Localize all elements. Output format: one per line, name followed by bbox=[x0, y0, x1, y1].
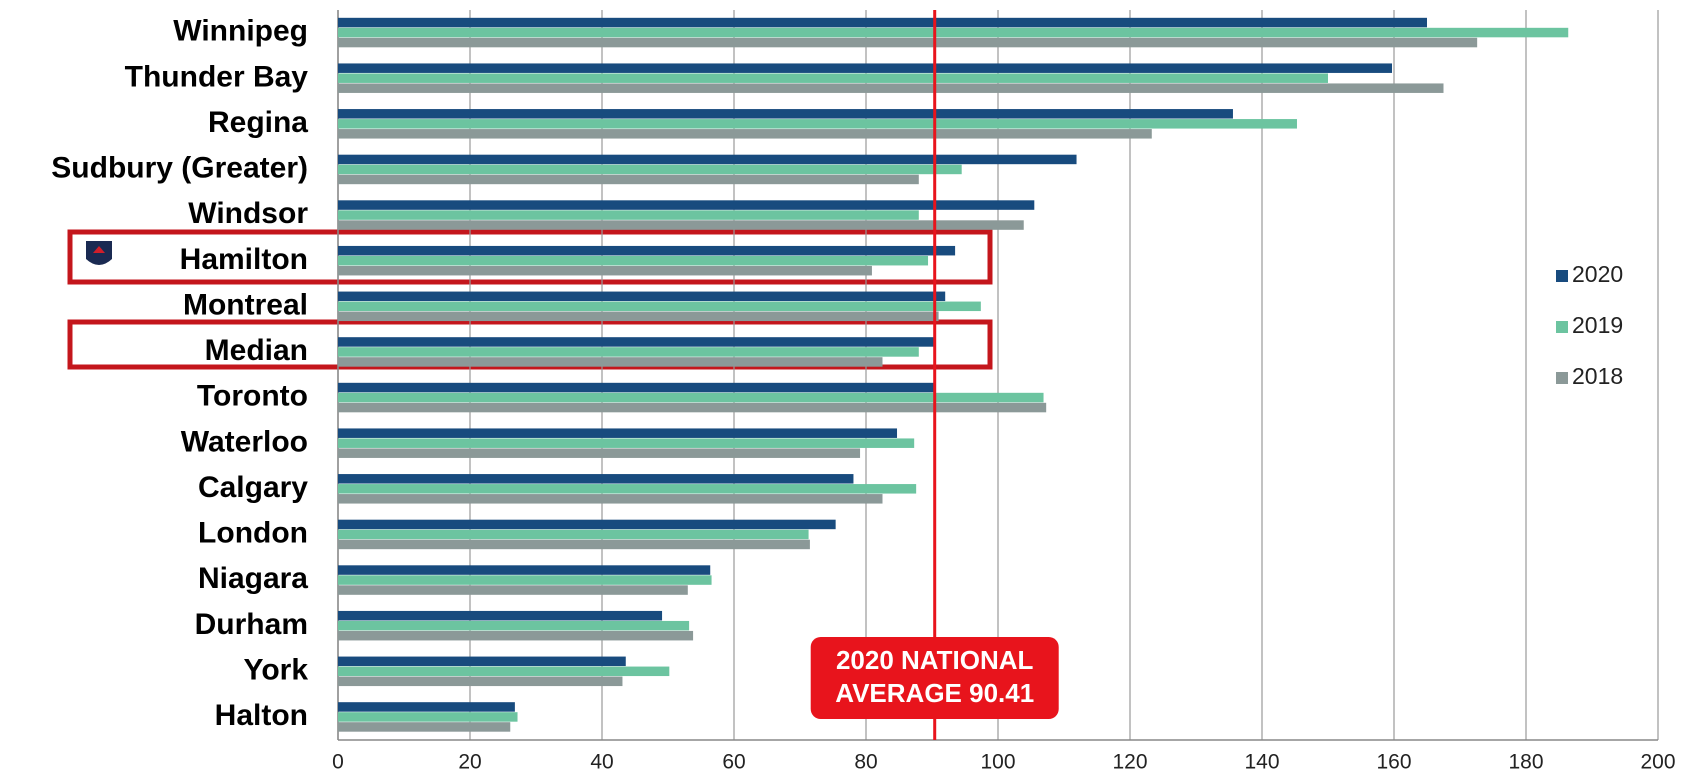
x-tick-label: 140 bbox=[1244, 751, 1279, 774]
bar bbox=[338, 712, 518, 722]
bar bbox=[338, 519, 836, 530]
bar bbox=[338, 402, 1047, 413]
bar bbox=[338, 27, 1569, 38]
bar bbox=[338, 585, 688, 595]
bar bbox=[338, 311, 939, 322]
bar bbox=[338, 164, 962, 175]
bar bbox=[338, 494, 883, 504]
x-tick-label: 120 bbox=[1112, 751, 1147, 774]
bar bbox=[338, 666, 670, 677]
bar bbox=[338, 73, 1328, 83]
y-tick-label: Median bbox=[205, 334, 308, 367]
bar bbox=[338, 174, 919, 185]
legend-swatch bbox=[1556, 270, 1568, 282]
y-tick-label: Niagara bbox=[198, 562, 308, 595]
bar bbox=[338, 630, 694, 641]
bar bbox=[338, 63, 1393, 73]
y-tick-label: Halton bbox=[215, 699, 308, 732]
annotation-text: 2020 NATIONAL bbox=[836, 645, 1034, 675]
legend-swatch bbox=[1556, 321, 1568, 333]
y-tick-label: Hamilton bbox=[180, 243, 308, 276]
y-tick-label: Waterloo bbox=[181, 425, 308, 458]
x-tick-label: 180 bbox=[1508, 751, 1543, 774]
bar bbox=[338, 119, 1297, 129]
bar bbox=[338, 575, 712, 585]
bar bbox=[338, 37, 1478, 48]
highlight-box bbox=[67, 229, 993, 285]
bar bbox=[338, 484, 917, 494]
y-tick-label: Montreal bbox=[183, 288, 308, 321]
x-tick-label: 20 bbox=[458, 751, 481, 774]
x-tick-label: 160 bbox=[1376, 751, 1411, 774]
bar bbox=[338, 109, 1233, 119]
bar bbox=[338, 392, 1044, 403]
legend-label: 2020 bbox=[1572, 261, 1623, 287]
bar bbox=[338, 347, 919, 357]
bar bbox=[338, 620, 690, 631]
bar bbox=[338, 200, 1035, 210]
bar bbox=[338, 17, 1427, 28]
highlight-box bbox=[67, 319, 993, 370]
bar bbox=[338, 702, 515, 712]
bar bbox=[338, 722, 511, 732]
bar bbox=[338, 428, 898, 438]
x-tick-label: 200 bbox=[1640, 751, 1675, 774]
legend-label: 2019 bbox=[1572, 312, 1623, 338]
bar bbox=[338, 656, 626, 667]
bar bbox=[338, 265, 872, 276]
bar bbox=[338, 337, 935, 347]
y-tick-label: Regina bbox=[208, 106, 308, 139]
bar bbox=[338, 220, 1024, 230]
bar bbox=[338, 255, 929, 266]
bar bbox=[338, 676, 623, 687]
bar bbox=[338, 357, 883, 367]
bar bbox=[338, 129, 1152, 139]
bar bbox=[338, 301, 981, 312]
bar bbox=[338, 610, 663, 621]
bar bbox=[338, 448, 861, 458]
legend-swatch bbox=[1556, 372, 1568, 384]
legend-label: 2018 bbox=[1572, 363, 1623, 389]
bar bbox=[338, 382, 935, 393]
bar bbox=[338, 529, 809, 540]
bar bbox=[338, 438, 915, 448]
y-tick-label: York bbox=[244, 653, 309, 686]
y-tick-label: Toronto bbox=[197, 380, 308, 413]
bar bbox=[338, 565, 711, 575]
y-tick-label: Winnipeg bbox=[173, 15, 308, 48]
x-tick-label: 40 bbox=[590, 751, 613, 774]
y-tick-label: Calgary bbox=[198, 471, 308, 504]
bar bbox=[338, 474, 854, 484]
bar bbox=[338, 210, 919, 220]
y-tick-label: Thunder Bay bbox=[125, 60, 309, 93]
annotation-text: AVERAGE 90.41 bbox=[835, 678, 1034, 708]
x-tick-label: 0 bbox=[332, 751, 344, 774]
y-tick-label: London bbox=[198, 517, 308, 550]
annotation-box bbox=[810, 637, 1059, 719]
y-tick-label: Sudbury (Greater) bbox=[51, 152, 308, 185]
x-tick-label: 100 bbox=[980, 751, 1015, 774]
x-tick-label: 80 bbox=[854, 751, 877, 774]
bar bbox=[338, 291, 946, 302]
y-tick-label: Durham bbox=[195, 608, 308, 641]
hamilton-crest bbox=[86, 241, 112, 265]
bar bbox=[338, 83, 1444, 93]
x-tick-label: 60 bbox=[722, 751, 745, 774]
bar bbox=[338, 539, 810, 550]
y-tick-label: Windsor bbox=[188, 197, 308, 230]
bar bbox=[338, 245, 956, 256]
bar bbox=[338, 154, 1077, 165]
